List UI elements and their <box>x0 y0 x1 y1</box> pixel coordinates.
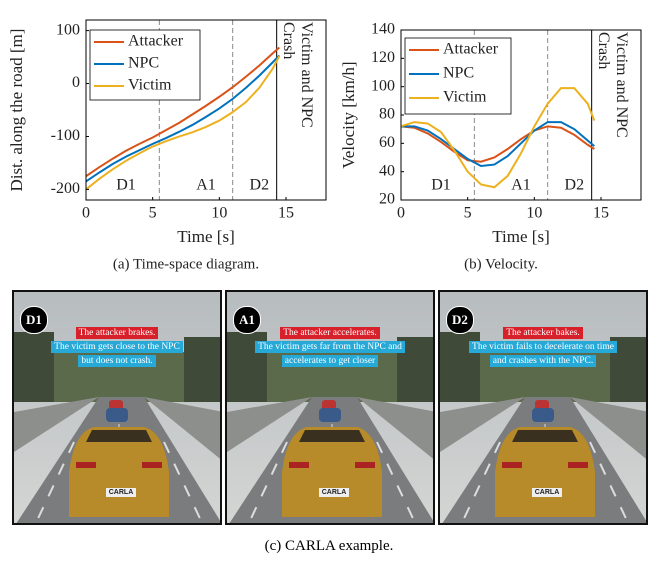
figure: 051015-200-1000100Time [s]Dist. along th… <box>0 0 658 564</box>
crash-label: Crash <box>280 22 297 59</box>
victim-note: The victim gets close to the NPC but does… <box>14 338 220 366</box>
legend-label: Victim <box>443 89 487 106</box>
y-tick-label: 100 <box>371 77 395 94</box>
phase-label: D1 <box>116 177 136 194</box>
y-axis-label: Velocity [km/h] <box>339 61 358 168</box>
phase-label: A1 <box>196 177 216 194</box>
y-tick-label: 0 <box>72 74 80 91</box>
victim-text: and crashes with the NPC. <box>490 355 597 367</box>
y-tick-label: -200 <box>51 180 80 197</box>
y-axis-label: Dist. along the road [m] <box>7 29 26 192</box>
y-tick-label: 20 <box>379 191 395 208</box>
victim-note: The victim gets far from the NPC and acce… <box>227 338 433 366</box>
victim-text: accelerates to get closer <box>282 355 378 367</box>
victim-text: but does not crash. <box>78 355 155 367</box>
legend-label: Victim <box>128 77 172 94</box>
y-tick-label: 140 <box>371 21 395 38</box>
victim-note: The victim fails to decelerate on time an… <box>440 338 646 366</box>
x-tick-label: 5 <box>149 205 157 222</box>
victim-text: The victim gets far from the NPC and <box>255 341 405 353</box>
crash-label: Crash <box>595 32 612 69</box>
legend-label: NPC <box>443 65 474 82</box>
phase-label: D1 <box>431 177 451 194</box>
license-plate: CARLA <box>106 488 136 497</box>
y-tick-label: 120 <box>371 49 395 66</box>
figure-caption: (c) CARLA example. <box>0 538 658 555</box>
x-tick-label: 15 <box>278 205 294 222</box>
crash-label: Victim and NPC <box>298 22 315 128</box>
x-axis-label: Time [s] <box>492 227 549 246</box>
y-tick-label: -100 <box>51 127 80 144</box>
x-tick-label: 5 <box>464 205 472 222</box>
y-tick-label: 60 <box>379 134 395 151</box>
y-tick-label: 100 <box>56 21 80 38</box>
x-tick-label: 15 <box>593 205 609 222</box>
phase-label: A1 <box>511 177 531 194</box>
caption: (a) Time-space diagram. <box>113 256 259 272</box>
x-tick-label: 10 <box>526 205 542 222</box>
x-tick-label: 0 <box>397 205 405 222</box>
caption: (b) Velocity. <box>464 256 538 272</box>
license-plate: CARLA <box>532 488 562 497</box>
victim-text: The victim fails to decelerate on time <box>469 341 617 353</box>
y-tick-label: 40 <box>379 162 395 179</box>
x-tick-label: 10 <box>211 205 227 222</box>
legend-label: NPC <box>128 55 159 72</box>
crash-label: Victim and NPC <box>613 32 630 138</box>
victim-text: The victim gets close to the NPC <box>51 341 183 353</box>
x-tick-label: 0 <box>82 205 90 222</box>
legend-label: Attacker <box>443 41 499 58</box>
x-axis-label: Time [s] <box>177 227 234 246</box>
series-line <box>401 122 594 166</box>
legend-label: Attacker <box>128 33 184 50</box>
phase-label: D2 <box>565 177 585 194</box>
y-tick-label: 80 <box>379 106 395 123</box>
license-plate: CARLA <box>319 488 349 497</box>
phase-label: D2 <box>250 177 270 194</box>
